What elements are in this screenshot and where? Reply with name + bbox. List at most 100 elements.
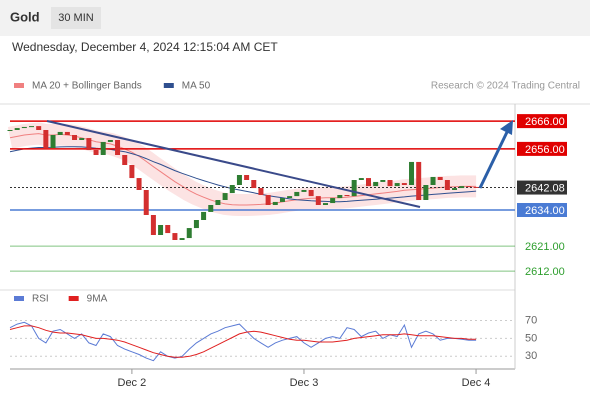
rsi-line [9, 321, 477, 362]
rsi-panel: 30 50 70 RSI 9MA [9, 294, 537, 362]
timeframe-box [51, 7, 101, 29]
legend-swatch [163, 83, 174, 88]
candle [79, 138, 85, 140]
y-tick-label: 50 [525, 332, 537, 344]
candle [122, 155, 128, 165]
level-label: 2621.00 [525, 241, 565, 253]
candle [115, 140, 121, 155]
candle [158, 225, 164, 235]
candle [36, 126, 42, 130]
arrow-head [500, 120, 513, 135]
candle [265, 195, 271, 205]
candle [193, 220, 199, 229]
candle [387, 180, 393, 187]
legend-label: MA 50 [182, 81, 211, 92]
x-tick-label: Dec 3 [290, 377, 319, 389]
legend-swatch [68, 296, 79, 301]
candle [287, 196, 293, 199]
candle [473, 186, 479, 188]
candle [244, 175, 250, 180]
candle [401, 183, 407, 185]
candle [29, 126, 35, 128]
candle [107, 140, 113, 142]
candle [86, 138, 92, 150]
candle [452, 188, 458, 190]
level-label: 2666.00 [525, 116, 565, 128]
x-tick-label: Dec 2 [118, 377, 147, 389]
candle [351, 180, 357, 197]
candle [437, 176, 443, 180]
level-label: 2612.00 [525, 266, 565, 278]
legend-swatch [14, 296, 24, 301]
rsi-line [9, 325, 477, 358]
candle [93, 150, 99, 155]
legend-label: RSI [32, 294, 49, 305]
legend-label: MA 20 + Bollinger Bands [32, 81, 142, 92]
forecast-arrow [478, 129, 510, 189]
candle [416, 161, 422, 200]
level-label: 2634.00 [525, 205, 565, 217]
x-tick-label: Dec 4 [462, 377, 491, 389]
candle [251, 180, 257, 189]
candle [301, 190, 307, 192]
level-label-box [517, 203, 567, 217]
candle [394, 183, 400, 187]
candle [129, 165, 135, 179]
candle [272, 201, 278, 205]
candle [222, 193, 228, 200]
candle [57, 131, 63, 135]
candle [201, 211, 207, 220]
candle [100, 141, 106, 155]
title: Gold [10, 9, 40, 24]
candle [165, 225, 171, 234]
candle [466, 186, 472, 188]
legend-swatch [14, 83, 24, 88]
trend-line [46, 120, 421, 208]
candle [380, 180, 386, 182]
candle [64, 131, 70, 135]
candle [358, 178, 364, 180]
y-tick-label: 30 [525, 350, 537, 362]
legend-label: 9MA [87, 294, 108, 305]
candle [279, 198, 285, 202]
candle [294, 191, 300, 197]
level-label: 2656.00 [525, 144, 565, 156]
candle [208, 205, 214, 212]
candle [172, 233, 178, 240]
candle [459, 186, 465, 189]
candle [143, 190, 149, 215]
candle [366, 178, 371, 187]
candle [14, 128, 20, 130]
candle [322, 203, 328, 205]
level-label-box [517, 114, 567, 129]
last-price-box [517, 180, 567, 195]
candle [330, 198, 336, 204]
last-price-label: 2642.08 [525, 182, 565, 194]
candle [315, 196, 321, 205]
candle [7, 130, 13, 131]
candle [337, 195, 343, 199]
candle [150, 215, 156, 235]
candle [43, 130, 49, 149]
candle [72, 135, 78, 140]
candle [423, 185, 429, 200]
candle [344, 195, 350, 197]
level-label-box [517, 141, 567, 156]
candle [229, 185, 235, 194]
candle [236, 175, 242, 185]
credit: Research © 2024 Trading Central [431, 81, 580, 92]
y-tick-label: 70 [525, 314, 537, 326]
datetime: Wednesday, December 4, 2024 12:15:04 AM … [12, 40, 278, 54]
timeframe: 30 MIN [58, 12, 94, 24]
candle [409, 161, 415, 185]
candle [21, 126, 27, 129]
candle [136, 178, 142, 190]
candle [444, 180, 450, 190]
candle [215, 200, 221, 205]
band [6, 122, 480, 216]
candle [50, 135, 56, 149]
candle [179, 238, 185, 240]
candle [308, 190, 314, 197]
